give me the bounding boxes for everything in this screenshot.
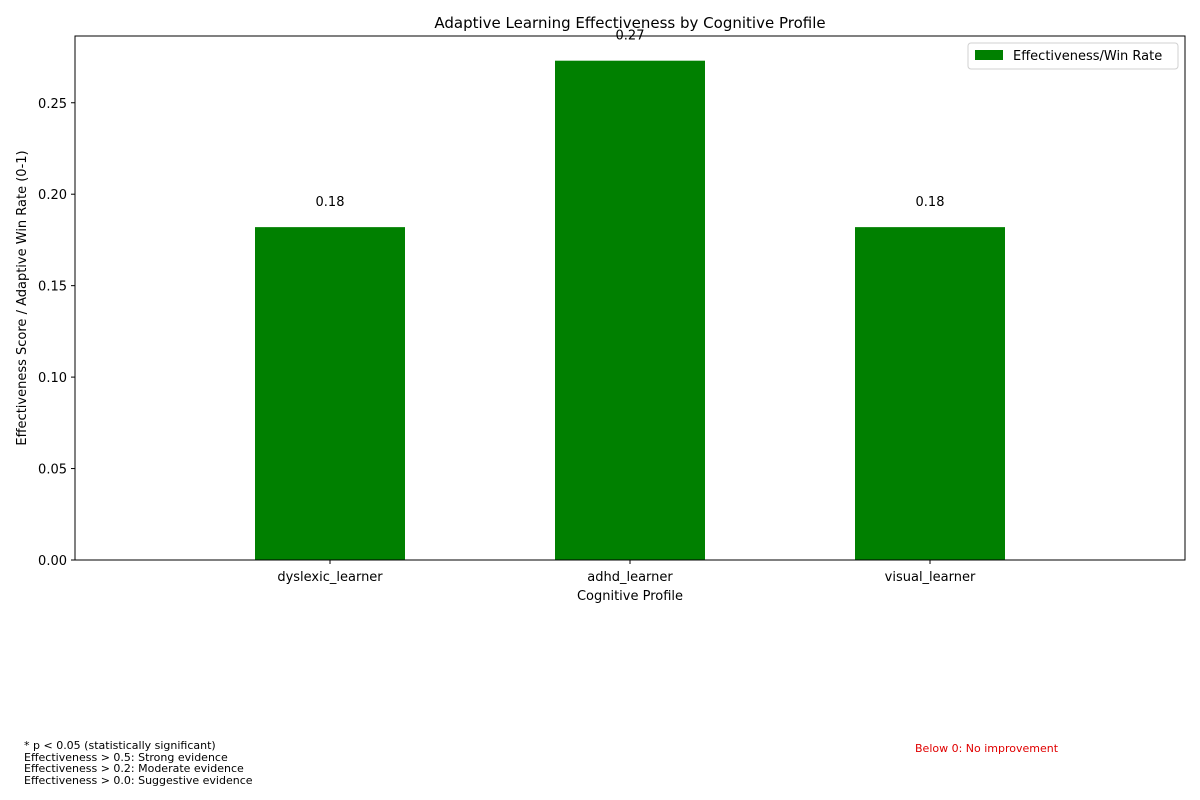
note-moderate: Effectiveness > 0.2: Moderate evidence bbox=[24, 762, 244, 776]
x-tick-label: dyslexic_learner bbox=[277, 570, 383, 585]
chart-title: Adaptive Learning Effectiveness by Cogni… bbox=[434, 14, 825, 32]
y-tick-label: 0.15 bbox=[38, 280, 67, 295]
legend-swatch bbox=[975, 50, 1003, 60]
legend-label: Effectiveness/Win Rate bbox=[1013, 49, 1162, 64]
note-significance: * p < 0.05 (statistically significant) bbox=[24, 739, 216, 752]
x-axis-label: Cognitive Profile bbox=[577, 589, 683, 604]
y-tick-label: 0.00 bbox=[38, 554, 67, 569]
note-suggestive: Effectiveness > 0.0: Suggestive evidence bbox=[24, 773, 253, 787]
y-tick-label: 0.20 bbox=[38, 188, 67, 203]
x-tick-label: visual_learner bbox=[885, 570, 976, 585]
bar-dyslexic_learner bbox=[255, 227, 405, 561]
note-strong: Effectiveness > 0.5: Strong evidence bbox=[24, 750, 228, 764]
note-no-improvement: Below 0: No improvement bbox=[915, 742, 1059, 755]
y-axis-label: Effectiveness Score / Adaptive Win Rate … bbox=[15, 150, 30, 445]
x-axis: dyslexic_learner adhd_learner visual_learn… bbox=[277, 560, 976, 585]
y-axis: 0.00 0.05 0.10 0.15 0.20 0.25 bbox=[38, 97, 75, 569]
bar-adhd_learner bbox=[555, 60, 705, 560]
y-tick-label: 0.25 bbox=[38, 97, 67, 112]
y-tick-label: 0.10 bbox=[38, 371, 67, 386]
bar-visual_learner bbox=[855, 227, 1005, 561]
data-label-visual_learner: 0.18 bbox=[916, 195, 945, 210]
legend: Effectiveness/Win Rate bbox=[967, 42, 1179, 70]
x-tick-label: adhd_learner bbox=[587, 570, 673, 585]
data-label-dyslexic_learner: 0.18 bbox=[316, 195, 345, 210]
legend-frame bbox=[967, 42, 1179, 70]
y-tick-label: 0.05 bbox=[38, 463, 67, 478]
notes-block: * p < 0.05 (statistically significant) E… bbox=[24, 740, 253, 786]
bars-group: 0.180.270.18 bbox=[255, 29, 1005, 561]
